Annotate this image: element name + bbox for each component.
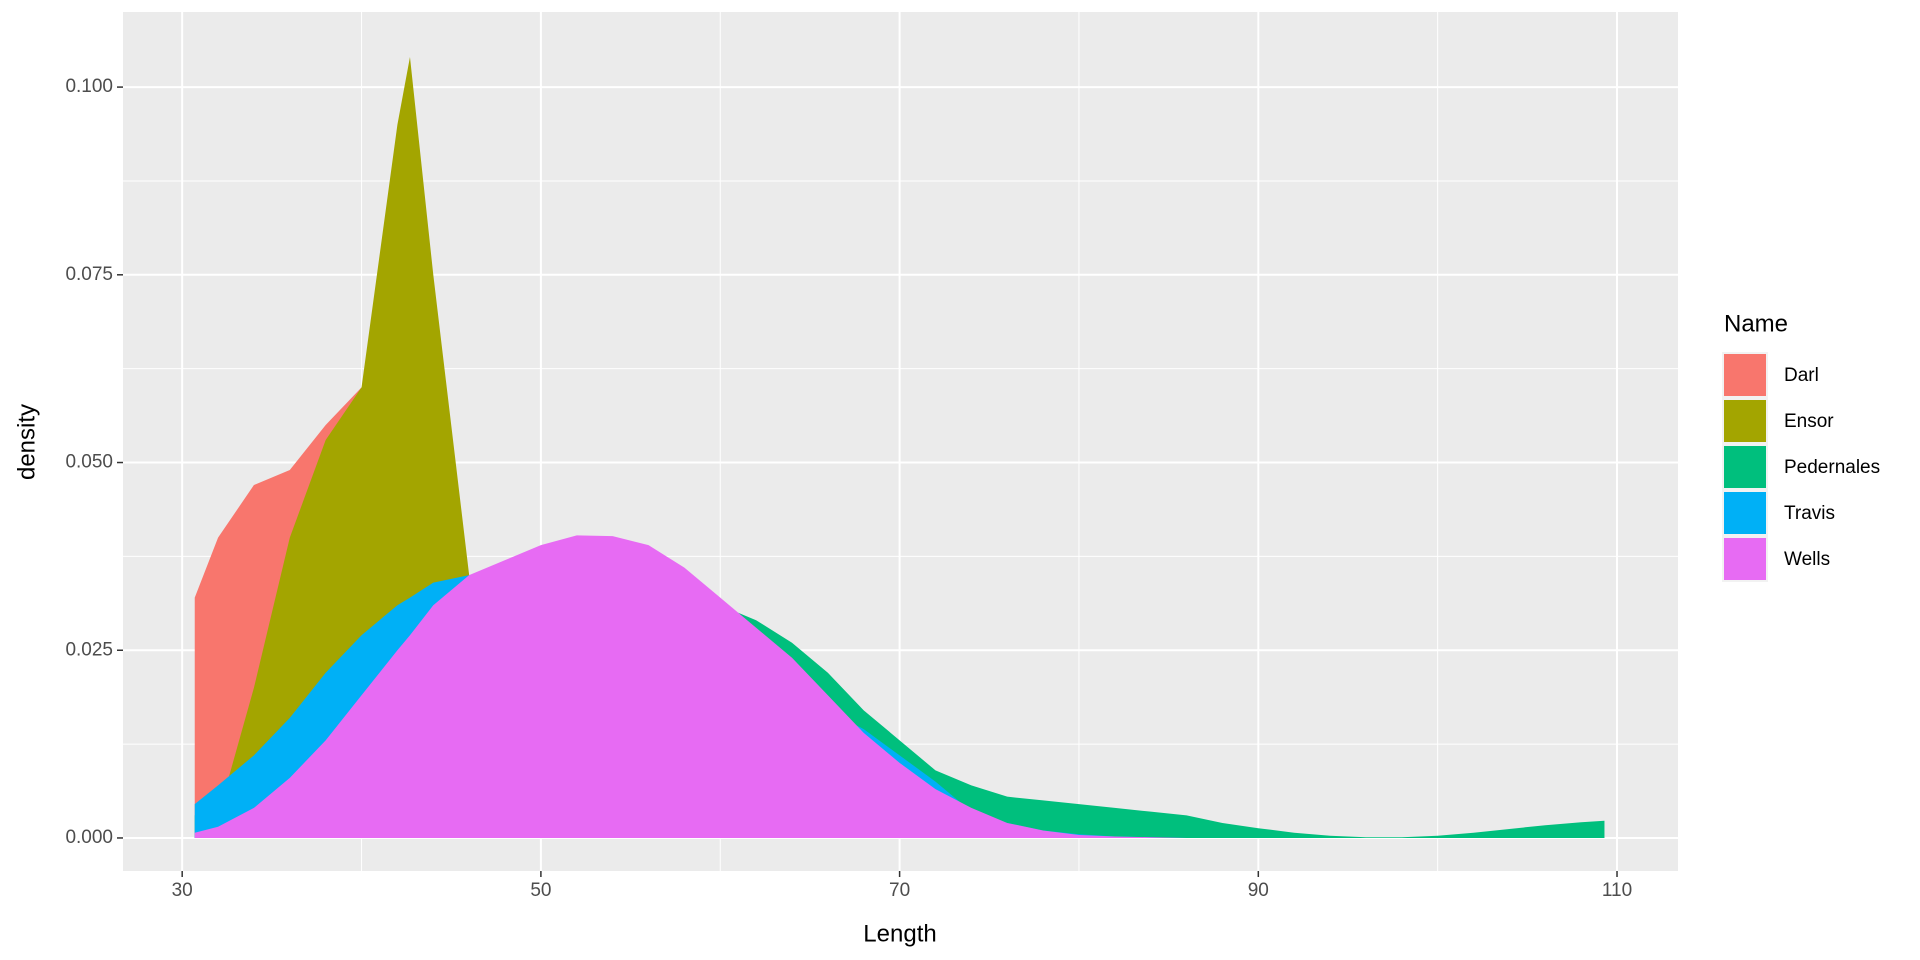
x-tick-label: 70: [889, 880, 910, 901]
legend-title: Name: [1724, 310, 1788, 337]
y-tick-label: 0.000: [65, 827, 113, 848]
y-tick-label: 0.025: [65, 639, 113, 660]
legend-key: [1724, 492, 1766, 534]
legend-label: Travis: [1784, 503, 1835, 524]
legend-key: [1724, 354, 1766, 396]
legend-key: [1724, 446, 1766, 488]
x-axis-title: Length: [863, 920, 936, 947]
x-tick-label: 110: [1602, 880, 1632, 901]
y-tick-label: 0.100: [65, 76, 113, 97]
density-area: [194, 535, 1605, 838]
y-tick-label: 0.050: [65, 452, 113, 473]
legend-label: Wells: [1784, 549, 1830, 570]
x-tick-label: 90: [1248, 880, 1269, 901]
density-area: [194, 57, 757, 838]
legend-key: [1724, 400, 1766, 442]
x-tick-label: 50: [530, 880, 551, 901]
legend-label: Darl: [1784, 365, 1819, 386]
y-tick-label: 0.075: [65, 264, 113, 285]
legend-label: Ensor: [1784, 411, 1834, 432]
legend-key: [1724, 538, 1766, 580]
x-tick-label: 30: [172, 880, 193, 901]
legend-label: Pedernales: [1784, 457, 1880, 478]
y-axis-title: density: [13, 404, 40, 480]
